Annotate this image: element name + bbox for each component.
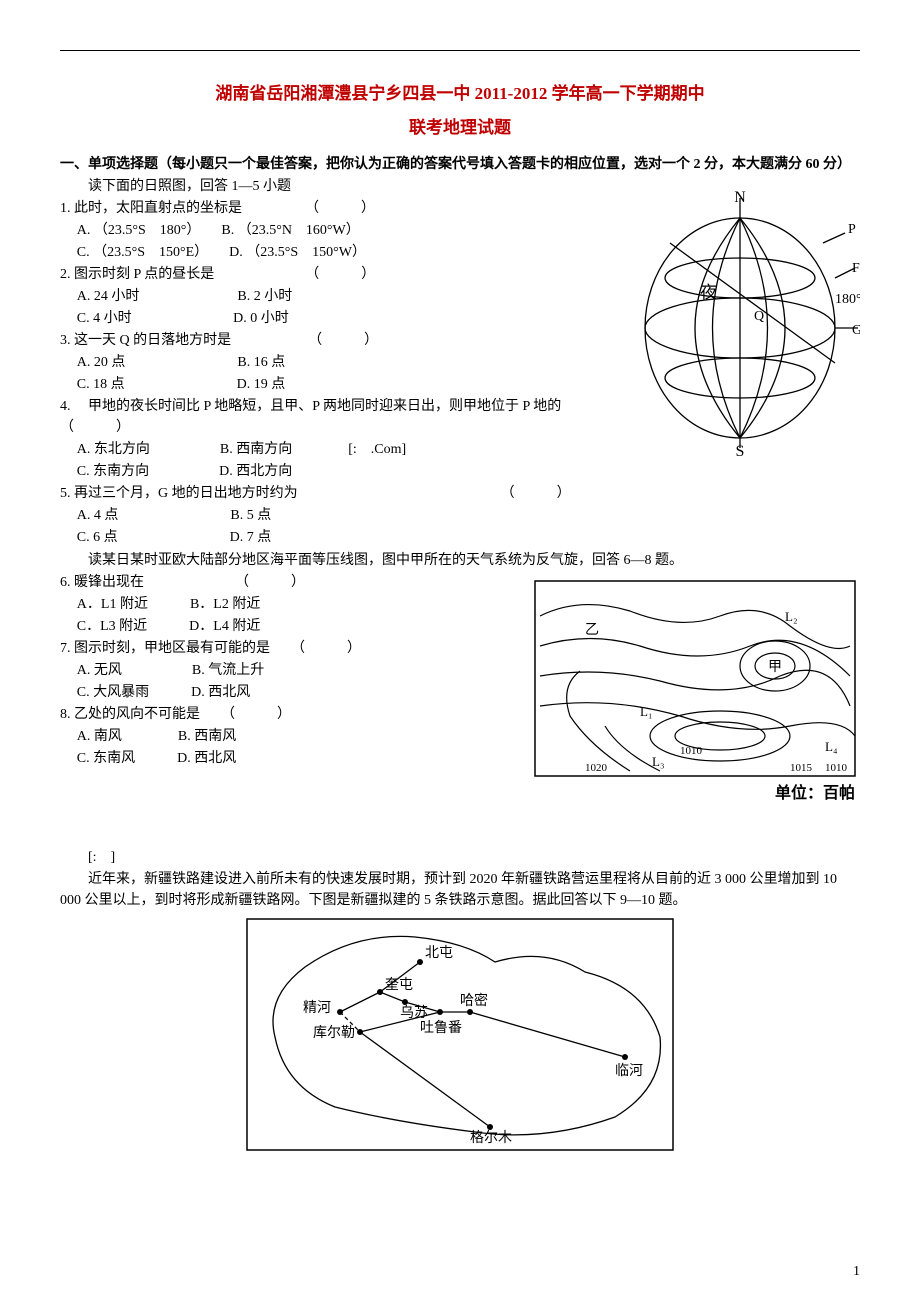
title-line2: 联考地理试题 xyxy=(60,115,860,141)
bracket-note: [: ] xyxy=(60,847,860,868)
intro-2: 读某日某时亚欧大陆部分地区海平面等压线图，图中甲所在的天气系统为反气旋，回答 6… xyxy=(60,550,860,571)
isobar-l4: L₄ xyxy=(825,739,838,754)
xinjiang-map: 北屯 奎屯 乌苏 精河 库尔勒 吐鲁番 哈密 临河 格尔木 xyxy=(245,917,675,1152)
isobar-l2: L₂ xyxy=(785,609,797,624)
map-wusu: 乌苏 xyxy=(400,1005,428,1021)
isobar-yi: 乙 xyxy=(585,622,599,638)
globe-label-s: S xyxy=(736,443,745,458)
isobar-1010b: 1010 xyxy=(825,762,848,774)
map-geermu: 格尔木 xyxy=(470,1130,512,1146)
isobar-unit: 单位：百帕 xyxy=(775,783,855,802)
q4-opts-b: C. 东南方向 D. 西北方向 xyxy=(60,461,860,482)
globe-label-q: Q xyxy=(754,309,764,324)
map-linhe: 临河 xyxy=(615,1063,643,1079)
intro-3: 近年来，新疆铁路建设进入前所未有的快速发展时期，预计到 2020 年新疆铁路营运… xyxy=(60,869,860,911)
exam-page: 湖南省岳阳湘潭澧县宁乡四县一中 2011-2012 学年高一下学期期中 联考地理… xyxy=(0,0,920,1302)
isobar-figure: L₁ L₂ L₃ L₄ 甲 乙 1010 1020 1015 1010 单位：百… xyxy=(530,576,860,806)
isobar-1020: 1020 xyxy=(585,762,608,774)
globe-label-f: F xyxy=(852,261,860,276)
map-tulufan: 吐鲁番 xyxy=(420,1020,462,1036)
globe-label-g: G xyxy=(852,323,860,338)
globe-label-ye: 夜 xyxy=(700,283,717,302)
isobar-jia: 甲 xyxy=(768,660,782,675)
isobar-l1: L₁ xyxy=(640,704,652,719)
page-number: 1 xyxy=(853,1261,860,1282)
globe-label-p: P xyxy=(848,222,856,237)
map-kuitun: 奎屯 xyxy=(385,977,413,993)
map-beitun: 北屯 xyxy=(425,945,453,961)
title-line1: 湖南省岳阳湘潭澧县宁乡四县一中 2011-2012 学年高一下学期期中 xyxy=(60,81,860,107)
isobar-1015: 1015 xyxy=(790,762,813,774)
map-jinghe: 精河 xyxy=(303,1000,331,1016)
globe-label-lon: 180° xyxy=(835,292,860,307)
top-rule xyxy=(60,50,860,51)
q5: 5. 再过三个月，G 地的日出地方时约为 （ ） xyxy=(60,483,860,504)
isobar-l3: L₃ xyxy=(652,754,664,769)
globe-figure: N S P F G Q 180° 夜 xyxy=(630,188,860,458)
isobar-1010a: 1010 xyxy=(680,745,703,757)
q5-opts-b: C. 6 点 D. 7 点 xyxy=(60,527,860,548)
globe-label-n: N xyxy=(734,189,746,206)
q5-opts-a: A. 4 点 B. 5 点 xyxy=(60,505,860,526)
map-kuerle: 库尔勒 xyxy=(313,1025,355,1041)
section-header: 一、单项选择题（每小题只一个最佳答案，把你认为正确的答案代号填入答题卡的相应位置… xyxy=(60,154,860,175)
map-hami: 哈密 xyxy=(460,992,488,1009)
